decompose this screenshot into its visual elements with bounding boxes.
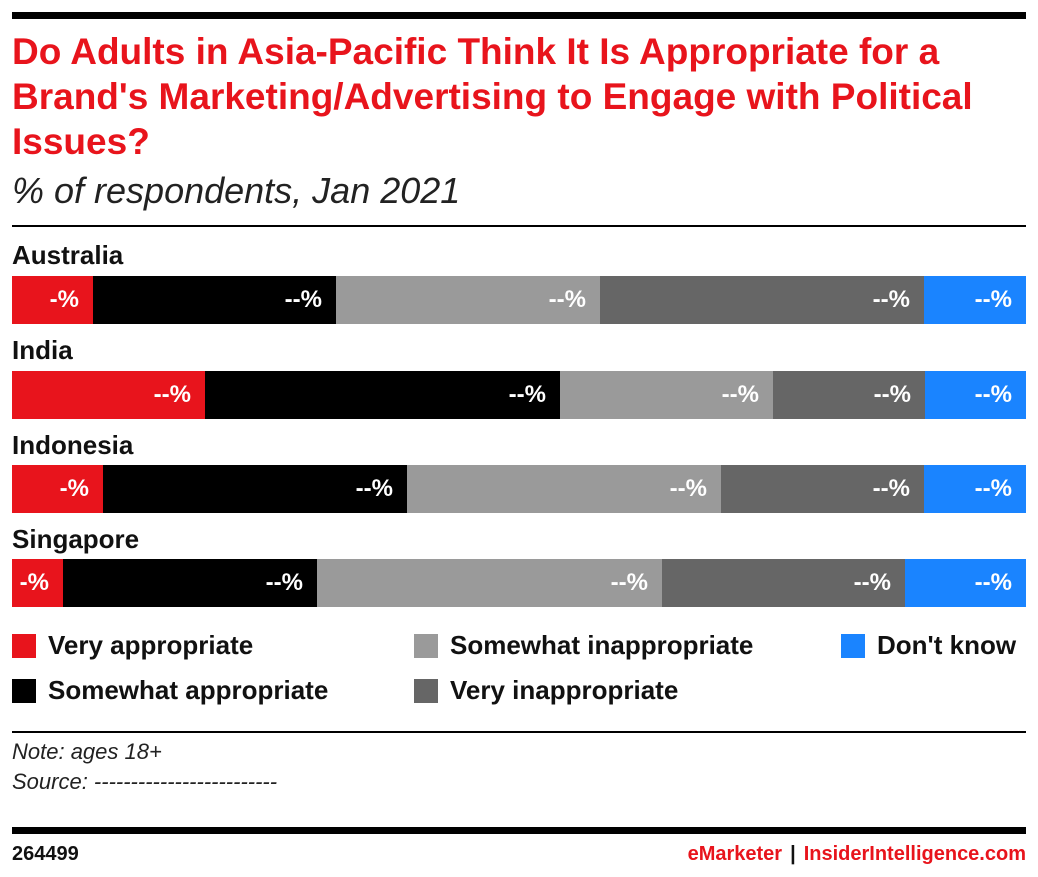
data-label: --% <box>872 475 910 502</box>
data-label: --% <box>669 475 707 502</box>
note-text: Note: ages 18+ <box>12 739 162 764</box>
country-label: Australia <box>12 240 124 270</box>
footer-brand: eMarketer | InsiderIntelligence.com <box>688 843 1026 866</box>
bar-segment: -% <box>12 465 103 513</box>
data-label: --% <box>284 286 322 313</box>
brand-insider-intelligence: InsiderIntelligence.com <box>803 843 1026 865</box>
brand-emarketer: eMarketer <box>687 843 783 865</box>
legend-swatch-dont-know <box>841 633 865 658</box>
legend-dont-know: Don't know <box>841 630 1016 661</box>
data-label: --% <box>153 381 191 408</box>
bar-segment: --% <box>773 371 925 419</box>
data-label: -% <box>49 286 79 313</box>
data-label: -% <box>19 569 49 596</box>
source-text: Source: ------------------------- <box>12 769 278 794</box>
bar-segment: --% <box>600 276 924 324</box>
bar-segment: --% <box>93 276 336 324</box>
bar-segment: --% <box>336 276 600 324</box>
bar-segment: --% <box>12 371 205 419</box>
legend-swatch-somewhat-appropriate <box>12 678 36 703</box>
bar-segment: --% <box>560 371 773 419</box>
header-divider <box>12 225 1026 227</box>
bar-segment: --% <box>925 371 1026 419</box>
legend-label: Very inappropriate <box>450 675 679 705</box>
data-label: --% <box>610 569 648 596</box>
data-label: -% <box>59 475 89 502</box>
bar-segment: -% <box>12 276 93 324</box>
data-label: --% <box>974 381 1012 408</box>
legend-label: Somewhat inappropriate <box>450 630 754 660</box>
legend-swatch-very-appropriate <box>12 633 36 658</box>
country-label: Singapore <box>12 524 140 554</box>
data-label: --% <box>974 286 1012 313</box>
bar-segment: -% <box>12 559 63 607</box>
legend-somewhat-inappropriate: Somewhat inappropriate <box>414 630 753 661</box>
bar-row: -% --% --% --% --% <box>12 276 1026 324</box>
bar-segment: --% <box>905 559 1026 607</box>
bar-segment: --% <box>662 559 905 607</box>
brand-separator: | <box>790 843 796 865</box>
footer-rule <box>12 827 1026 834</box>
legend-very-appropriate: Very appropriate <box>12 630 253 661</box>
bar-segment: --% <box>924 276 1026 324</box>
bar-row: --% --% --% --% --% <box>12 371 1026 419</box>
data-label: --% <box>721 381 759 408</box>
bar-segment: --% <box>205 371 560 419</box>
legend-somewhat-appropriate: Somewhat appropriate <box>12 675 328 706</box>
chart-subtitle: % of respondents, Jan 2021 <box>12 170 461 211</box>
data-label: --% <box>872 286 910 313</box>
legend-swatch-somewhat-inappropriate <box>414 633 438 658</box>
bar-segment: --% <box>924 465 1026 513</box>
legend-very-inappropriate: Very inappropriate <box>414 675 678 706</box>
bar-segment: --% <box>317 559 662 607</box>
bar-segment: --% <box>103 465 407 513</box>
chart-title: Do Adults in Asia-Pacific Think It Is Ap… <box>12 31 973 162</box>
legend-label: Don't know <box>877 630 1017 660</box>
top-rule <box>12 12 1026 19</box>
bar-segment: --% <box>721 465 924 513</box>
data-label: --% <box>548 286 586 313</box>
bar-row: -% --% --% --% --% <box>12 559 1026 607</box>
legend-label: Very appropriate <box>48 630 254 660</box>
legend-divider <box>12 731 1026 733</box>
data-label: --% <box>508 381 546 408</box>
country-label: India <box>12 335 73 365</box>
chart-id: 264499 <box>12 843 79 865</box>
data-label: --% <box>974 569 1012 596</box>
bar-segment: --% <box>63 559 317 607</box>
data-label: --% <box>974 475 1012 502</box>
legend-label: Somewhat appropriate <box>48 675 329 705</box>
legend-swatch-very-inappropriate <box>414 678 438 703</box>
data-label: --% <box>355 475 393 502</box>
data-label: --% <box>853 569 891 596</box>
data-label: --% <box>265 569 303 596</box>
data-label: --% <box>873 381 911 408</box>
country-label: Indonesia <box>12 430 134 460</box>
bar-row: -% --% --% --% --% <box>12 465 1026 513</box>
bar-segment: --% <box>407 465 721 513</box>
stacked-bar-chart: Australia -% --% --% --% --% India --% --% --% --%… <box>12 240 1026 607</box>
